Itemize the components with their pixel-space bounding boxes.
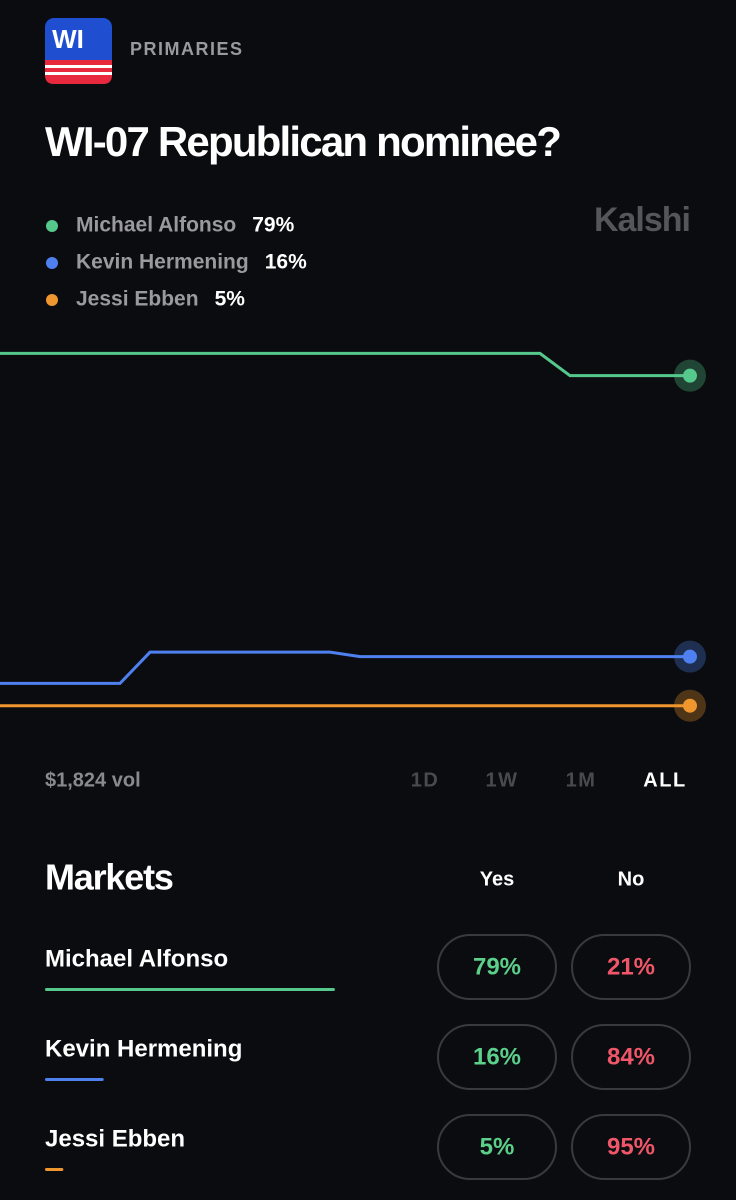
end-dot (683, 368, 697, 383)
bet-price: 21% (607, 953, 655, 980)
bet-button[interactable] (571, 1114, 691, 1180)
series-line (0, 351, 690, 378)
legend-name: Jessi Ebben (76, 288, 199, 311)
legend-dot (46, 257, 58, 269)
end-dot (683, 649, 697, 664)
brand: Kalshi (594, 201, 690, 239)
legend-value: 79% (252, 214, 294, 237)
bet-button[interactable] (437, 934, 557, 1000)
badge: WI (45, 18, 112, 84)
bet-price: 79% (473, 953, 521, 980)
probability-bar (45, 1078, 104, 1081)
probability-bar (45, 1168, 64, 1171)
bet-button[interactable] (571, 1024, 691, 1090)
legend-name: Kevin Hermening (76, 251, 249, 274)
range-button[interactable]: 1D (411, 769, 440, 791)
market-name: Kevin Hermening (45, 1035, 242, 1062)
market-name: Michael Alfonso (45, 945, 228, 972)
bet-button[interactable] (571, 934, 691, 1000)
end-dot (683, 698, 697, 713)
market-name: Jessi Ebben (45, 1125, 185, 1152)
legend-value: 5% (215, 288, 246, 311)
bet-button[interactable] (437, 1114, 557, 1180)
volume: $1,824 vol (45, 769, 141, 791)
probability-bar (45, 988, 335, 991)
badge-stripe (45, 72, 112, 75)
bet-price: 84% (607, 1043, 655, 1070)
range-button[interactable]: 1W (486, 769, 519, 791)
category: PRIMARIES (130, 39, 244, 59)
series-line (0, 650, 690, 685)
badge-text: WI (52, 24, 84, 54)
bet-price: 5% (480, 1133, 515, 1160)
legend-dot (46, 294, 58, 306)
column-header: Yes (480, 868, 514, 890)
column-header: No (618, 868, 645, 890)
legend-dot (46, 220, 58, 232)
bet-price: 95% (607, 1133, 655, 1160)
title: WI-07 Republican nominee? (45, 118, 560, 165)
bet-button[interactable] (437, 1024, 557, 1090)
range-button[interactable]: 1M (566, 769, 597, 791)
legend-value: 16% (265, 251, 307, 274)
legend-name: Michael Alfonso (76, 214, 236, 237)
range-button[interactable]: ALL (643, 769, 686, 791)
badge-stripe (45, 65, 112, 68)
bet-price: 16% (473, 1043, 521, 1070)
markets-heading: Markets (45, 857, 173, 898)
